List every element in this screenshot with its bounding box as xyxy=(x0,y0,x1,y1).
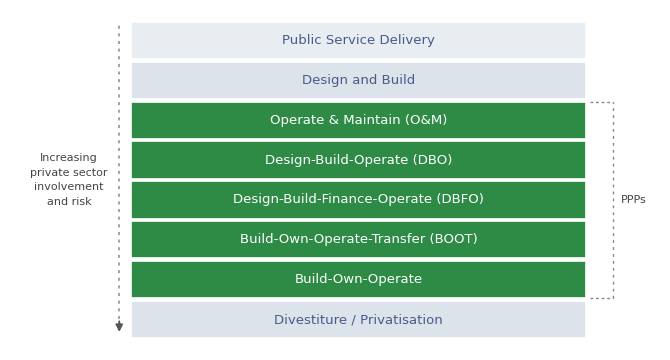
Text: Public Service Delivery: Public Service Delivery xyxy=(282,33,435,47)
Text: Increasing
private sector
involvement
and risk: Increasing private sector involvement an… xyxy=(30,153,108,207)
FancyBboxPatch shape xyxy=(131,301,586,338)
Text: Design-Build-Finance-Operate (DBFO): Design-Build-Finance-Operate (DBFO) xyxy=(233,193,484,207)
FancyBboxPatch shape xyxy=(131,102,586,139)
Text: Design-Build-Operate (DBO): Design-Build-Operate (DBO) xyxy=(265,153,452,167)
FancyBboxPatch shape xyxy=(131,62,586,99)
FancyBboxPatch shape xyxy=(131,141,586,179)
Text: Divestiture / Privatisation: Divestiture / Privatisation xyxy=(274,313,443,327)
FancyBboxPatch shape xyxy=(131,261,586,298)
Text: Build-Own-Operate-Transfer (BOOT): Build-Own-Operate-Transfer (BOOT) xyxy=(240,233,477,247)
FancyBboxPatch shape xyxy=(131,221,586,258)
Text: PPPs: PPPs xyxy=(621,195,647,205)
Text: Build-Own-Operate: Build-Own-Operate xyxy=(294,273,423,287)
FancyBboxPatch shape xyxy=(131,181,586,219)
Text: Design and Build: Design and Build xyxy=(302,73,415,87)
Text: Operate & Maintain (O&M): Operate & Maintain (O&M) xyxy=(270,113,447,127)
FancyBboxPatch shape xyxy=(131,22,586,59)
